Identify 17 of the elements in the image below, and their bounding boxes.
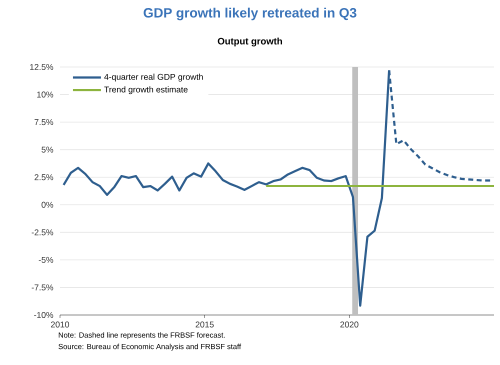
legend-label: 4-quarter real GDP growth <box>104 74 203 82</box>
chart-subtitle: Output growth <box>218 38 282 46</box>
y-tick-label: 10% <box>37 92 54 98</box>
y-tick-label: -5% <box>38 256 54 263</box>
y-tick-label: 5% <box>42 146 54 153</box>
y-tick-label: 7.5% <box>34 119 54 126</box>
y-tick-label: 0% <box>42 202 54 208</box>
chart-title: GDP growth likely retreated in Q3 <box>144 8 356 20</box>
x-tick-label: 2015 <box>196 322 214 328</box>
y-tick-label: -7.5% <box>32 284 54 290</box>
y-tick-label: -2.5% <box>32 229 54 236</box>
y-tick-label: 12.5% <box>30 64 54 70</box>
x-tick-label: 2020 <box>340 322 358 328</box>
x-tick-label: 2010 <box>51 322 70 328</box>
legend-label: Trend growth estimate <box>104 86 188 94</box>
y-tick-label: -10% <box>34 312 54 318</box>
y-tick-label: 2.5% <box>34 174 54 180</box>
